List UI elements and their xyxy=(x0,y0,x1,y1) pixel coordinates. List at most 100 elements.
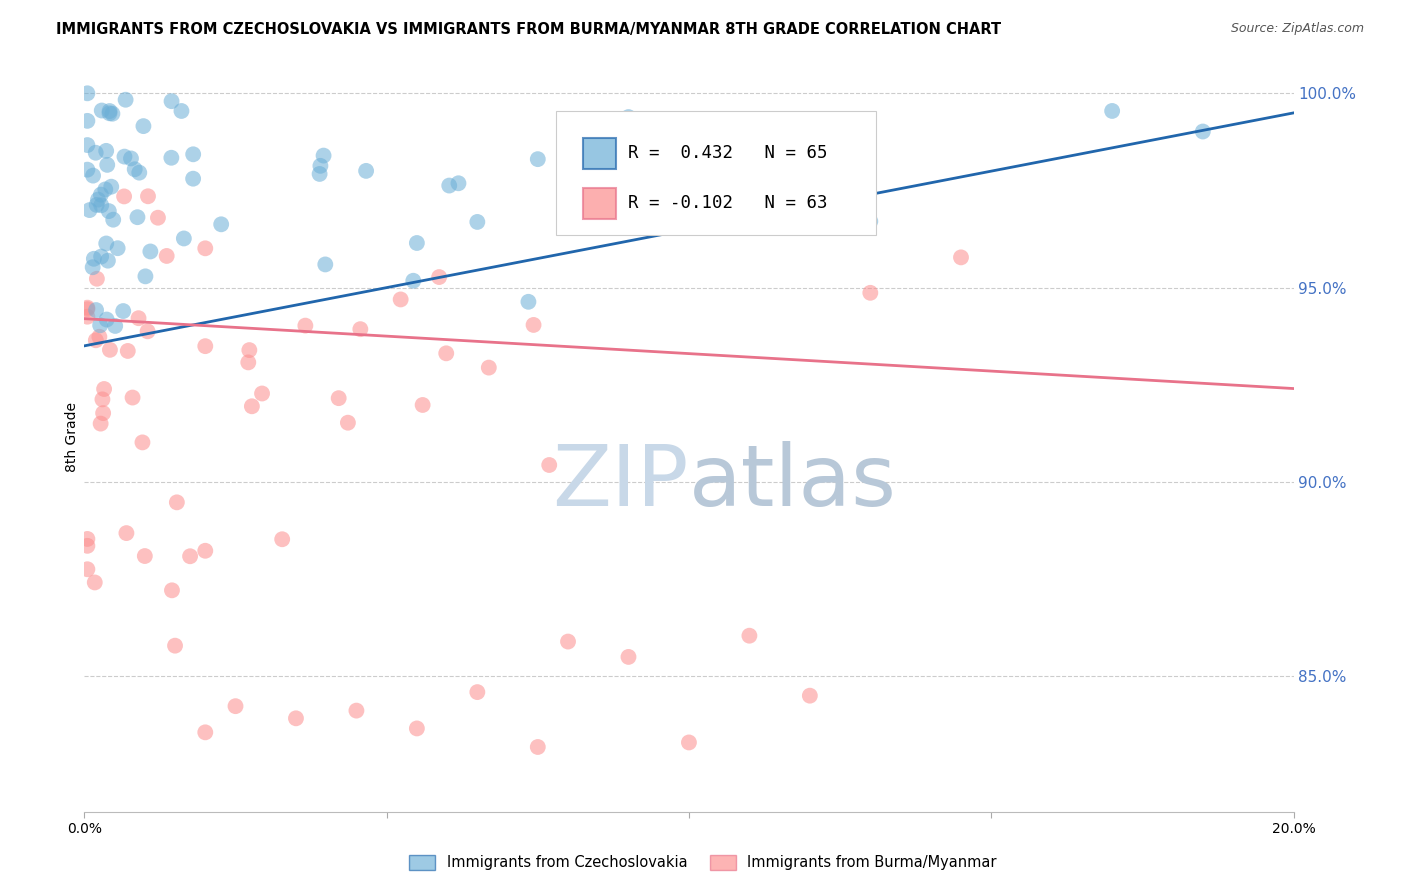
Point xyxy=(96,312,118,326)
Point xyxy=(160,151,183,165)
Point xyxy=(181,171,204,186)
Point xyxy=(84,333,107,347)
Text: Source: ZipAtlas.com: Source: ZipAtlas.com xyxy=(1230,22,1364,36)
Point xyxy=(76,562,98,576)
Point xyxy=(194,725,217,739)
Point xyxy=(84,145,107,160)
Point xyxy=(478,360,501,375)
Point xyxy=(115,526,138,541)
Point xyxy=(90,103,112,118)
Point xyxy=(181,147,204,161)
Point xyxy=(114,93,136,107)
Point xyxy=(91,406,114,420)
Point xyxy=(328,391,350,405)
Point xyxy=(76,310,98,324)
Point xyxy=(94,182,117,196)
Point xyxy=(170,103,193,118)
Text: ZIP: ZIP xyxy=(553,441,689,524)
Point xyxy=(738,629,761,643)
Point xyxy=(538,458,561,472)
Point xyxy=(117,343,139,358)
Point xyxy=(225,699,247,714)
Bar xyxy=(582,137,616,169)
Point xyxy=(84,303,107,318)
Point xyxy=(83,252,105,266)
Point xyxy=(76,138,98,153)
Point xyxy=(90,250,112,264)
Point xyxy=(76,532,98,546)
Point xyxy=(134,549,156,563)
Point xyxy=(96,158,118,172)
Point xyxy=(738,133,761,147)
Point xyxy=(98,106,121,120)
Point xyxy=(557,634,579,648)
Point xyxy=(194,241,217,255)
Point xyxy=(240,399,263,413)
Point xyxy=(271,533,294,547)
Point xyxy=(517,294,540,309)
Point xyxy=(139,244,162,259)
Text: R =  0.432   N = 65: R = 0.432 N = 65 xyxy=(628,145,828,162)
Point xyxy=(346,704,368,718)
Point xyxy=(86,198,108,212)
Point xyxy=(1192,124,1215,138)
Point xyxy=(90,187,112,202)
Point xyxy=(128,166,150,180)
Point xyxy=(406,235,429,250)
Point xyxy=(238,343,260,357)
Point xyxy=(83,575,105,590)
Point xyxy=(76,301,98,315)
Point xyxy=(250,386,273,401)
Point xyxy=(131,435,153,450)
Point xyxy=(104,318,127,333)
Point xyxy=(308,167,330,181)
Point xyxy=(527,739,550,754)
Point xyxy=(136,189,159,203)
Point xyxy=(389,293,412,307)
Point xyxy=(76,302,98,317)
Point xyxy=(89,330,111,344)
Point xyxy=(209,217,232,231)
Point xyxy=(160,583,183,598)
Point xyxy=(121,391,143,405)
Point xyxy=(950,251,973,265)
Point xyxy=(173,231,195,245)
Point xyxy=(336,416,359,430)
Point xyxy=(434,346,457,360)
Point xyxy=(859,285,882,300)
Point xyxy=(90,417,112,431)
Point xyxy=(194,339,217,353)
Bar xyxy=(582,187,616,219)
Point xyxy=(98,103,121,118)
Point xyxy=(82,260,104,275)
Point xyxy=(294,318,316,333)
Point xyxy=(799,689,821,703)
FancyBboxPatch shape xyxy=(555,112,876,235)
Point xyxy=(86,271,108,285)
Point xyxy=(402,274,425,288)
Point xyxy=(89,318,111,333)
Point xyxy=(114,150,136,164)
Point xyxy=(136,324,159,338)
Point xyxy=(617,649,640,664)
Point xyxy=(467,215,489,229)
Point xyxy=(309,159,332,173)
Text: R = -0.102   N = 63: R = -0.102 N = 63 xyxy=(628,194,828,212)
Point xyxy=(194,543,217,558)
Point xyxy=(312,148,335,162)
Point xyxy=(79,203,101,218)
Point xyxy=(98,343,121,357)
Text: atlas: atlas xyxy=(689,441,897,524)
Point xyxy=(96,144,118,158)
Point xyxy=(447,176,470,190)
Point xyxy=(314,257,336,271)
Point xyxy=(238,355,260,369)
Point xyxy=(101,106,124,120)
Point xyxy=(124,162,146,177)
Point xyxy=(76,87,98,101)
Point xyxy=(678,735,700,749)
Point xyxy=(349,322,371,336)
Point xyxy=(439,178,461,193)
Point xyxy=(93,382,115,396)
Point xyxy=(97,204,120,219)
